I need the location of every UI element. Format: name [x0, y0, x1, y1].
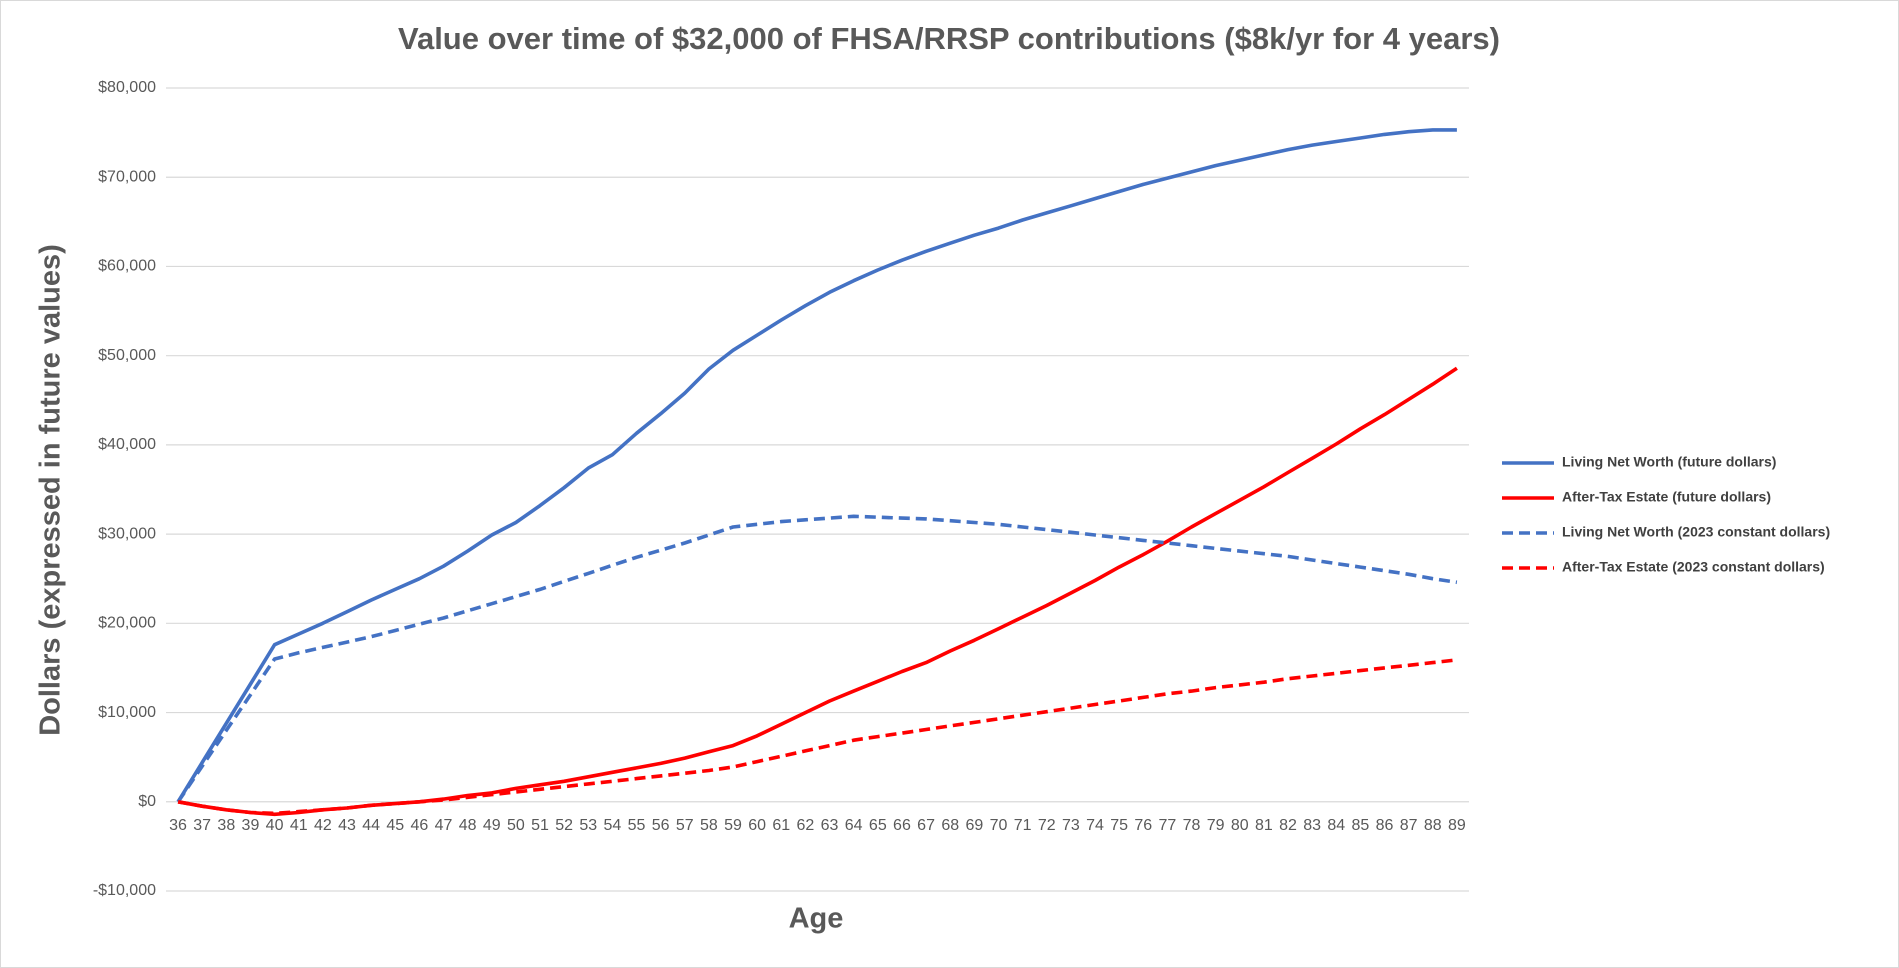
y-tick-label: $40,000 — [98, 436, 156, 453]
x-tick-label: 88 — [1424, 817, 1442, 834]
x-tick-label: 36 — [169, 817, 187, 834]
x-tick-label: 47 — [435, 817, 453, 834]
series-line — [177, 658, 1458, 816]
x-tick-label: 89 — [1448, 817, 1466, 834]
x-tick-label: 73 — [1062, 817, 1080, 834]
x-tick-label: 68 — [941, 817, 959, 834]
series-line — [176, 514, 1458, 803]
x-tick-label: 76 — [1134, 817, 1152, 834]
x-axis-label: Age — [789, 903, 844, 935]
x-tick-label: 59 — [724, 817, 742, 834]
x-tick-label: 51 — [531, 817, 549, 834]
x-tick-label: 46 — [410, 817, 428, 834]
x-tick-label: 70 — [990, 817, 1008, 834]
x-tick-label: 48 — [459, 817, 477, 834]
x-tick-label: 58 — [700, 817, 718, 834]
x-tick-label: 79 — [1207, 817, 1225, 834]
series-line — [176, 128, 1457, 803]
x-tick-label: 60 — [748, 817, 766, 834]
x-tick-label: 82 — [1279, 817, 1297, 834]
legend-label: After-Tax Estate (future dollars) — [1562, 489, 1771, 505]
x-tick-label: 52 — [555, 817, 573, 834]
x-tick-label: 45 — [386, 817, 404, 834]
x-tick-label: 77 — [1158, 817, 1176, 834]
x-tick-label: 38 — [217, 817, 235, 834]
x-tick-label: 37 — [193, 817, 211, 834]
y-tick-label: $0 — [138, 793, 156, 810]
legend-label: Living Net Worth (future dollars) — [1562, 454, 1776, 470]
x-tick-label: 49 — [483, 817, 501, 834]
x-tick-label: 66 — [893, 817, 911, 834]
x-tick-label: 75 — [1110, 817, 1128, 834]
y-tick-label: $80,000 — [98, 79, 156, 96]
x-tick-label: 57 — [676, 817, 694, 834]
y-tick-label: $50,000 — [98, 347, 156, 364]
x-tick-label: 87 — [1400, 817, 1418, 834]
x-tick-label: 83 — [1303, 817, 1321, 834]
legend-label: Living Net Worth (2023 constant dollars) — [1562, 524, 1830, 540]
x-tick-label: 42 — [314, 817, 332, 834]
legend-label: After-Tax Estate (2023 constant dollars) — [1562, 559, 1825, 575]
x-tick-label: 65 — [869, 817, 887, 834]
y-tick-label: -$10,000 — [93, 882, 156, 899]
x-tick-label: 67 — [917, 817, 935, 834]
x-tick-label: 40 — [266, 817, 284, 834]
x-tick-label: 62 — [797, 817, 815, 834]
x-tick-label: 63 — [821, 817, 839, 834]
x-tick-label: 44 — [362, 817, 380, 834]
y-axis-label: Dollars (expressed in future values) — [35, 244, 67, 736]
x-tick-label: 64 — [845, 817, 863, 834]
x-tick-label: 74 — [1086, 817, 1104, 834]
x-tick-label: 41 — [290, 817, 308, 834]
x-tick-label: 50 — [507, 817, 525, 834]
y-tick-label: $10,000 — [98, 704, 156, 721]
y-tick-label: $60,000 — [98, 258, 156, 275]
x-tick-label: 81 — [1255, 817, 1273, 834]
chart-title: Value over time of $32,000 of FHSA/RRSP … — [398, 21, 1500, 56]
x-tick-label: 80 — [1231, 817, 1249, 834]
x-tick-label: 43 — [338, 817, 356, 834]
y-tick-label: $70,000 — [98, 168, 156, 185]
x-tick-label: 84 — [1327, 817, 1345, 834]
x-tick-label: 54 — [603, 817, 621, 834]
x-tick-label: 55 — [628, 817, 646, 834]
y-tick-label: $30,000 — [98, 525, 156, 542]
x-tick-label: 53 — [579, 817, 597, 834]
x-tick-label: 71 — [1014, 817, 1032, 834]
x-tick-label: 72 — [1038, 817, 1056, 834]
x-tick-label: 56 — [652, 817, 670, 834]
x-tick-label: 86 — [1376, 817, 1394, 834]
x-tick-label: 39 — [242, 817, 260, 834]
x-tick-label: 69 — [965, 817, 983, 834]
x-tick-label: 85 — [1352, 817, 1370, 834]
y-tick-label: $20,000 — [98, 615, 156, 632]
x-tick-label: 61 — [772, 817, 790, 834]
x-tick-label: 78 — [1183, 817, 1201, 834]
